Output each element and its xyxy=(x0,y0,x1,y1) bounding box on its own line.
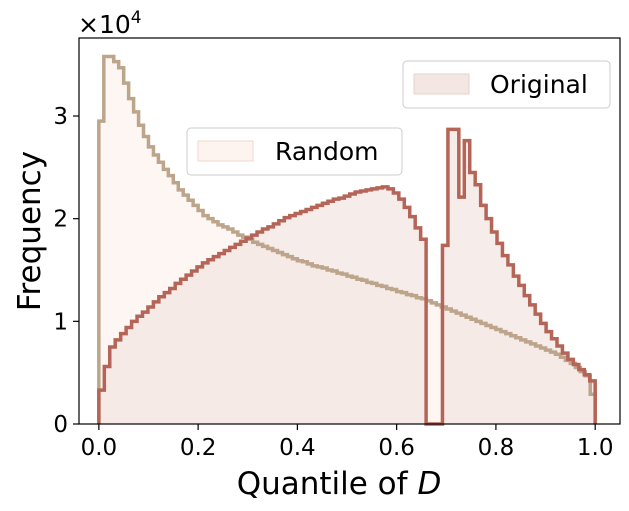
legend-box xyxy=(186,127,403,176)
axis-ticks: 0.0 0.2 0.4 0.6 0.8 1.0 0 1 2 3 xyxy=(53,104,613,461)
x-axis-title: Quantile of D xyxy=(237,466,442,502)
y-tick-label: 1 xyxy=(53,309,68,335)
legend-swatch-original xyxy=(413,73,470,95)
y-scale-label: ×104 xyxy=(78,8,142,39)
x-tick-label: 0.4 xyxy=(279,435,316,461)
legend-label-original: Original xyxy=(490,70,588,99)
y-axis-title: Frequency xyxy=(12,151,48,311)
series-line-random xyxy=(97,54,597,424)
x-tick-label: 0.6 xyxy=(378,435,415,461)
plot-area xyxy=(97,54,597,426)
series-line-original xyxy=(97,127,597,426)
x-tick-label: 0.8 xyxy=(478,435,515,461)
legend-random: Random xyxy=(186,127,403,176)
y-tick-label: 0 xyxy=(53,412,68,438)
x-tick-label: 1.0 xyxy=(577,435,614,461)
legend-original: Original xyxy=(402,60,611,109)
axes-frame xyxy=(78,37,621,425)
legend-label-random: Random xyxy=(275,137,379,166)
x-tick-label: 0.0 xyxy=(81,435,118,461)
legend-box xyxy=(402,60,611,109)
x-tick-label: 0.2 xyxy=(180,435,217,461)
legend-swatch-random xyxy=(197,140,254,162)
y-tick-label: 3 xyxy=(53,104,68,130)
y-tick-label: 2 xyxy=(53,207,68,233)
